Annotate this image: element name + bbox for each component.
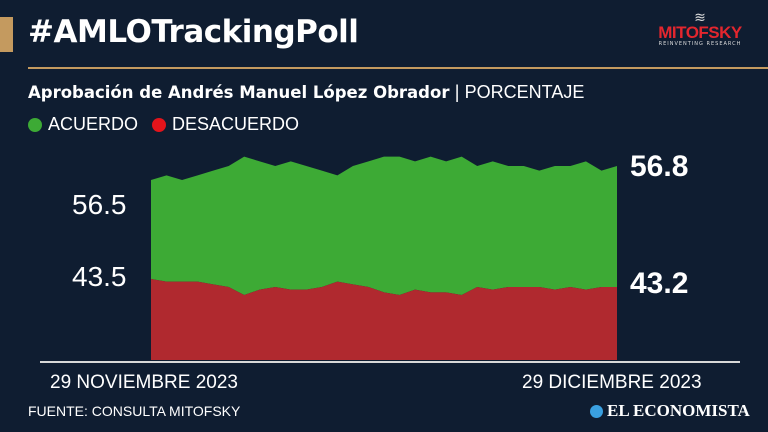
start-label-desacuerdo: 43.5 — [72, 261, 127, 292]
subtitle-unit: PORCENTAJE — [464, 82, 585, 102]
legend-item-acuerdo: ACUERDO — [28, 114, 138, 135]
logo-tagline: REINVENTING RESEARCH — [658, 41, 742, 47]
globe-icon — [590, 404, 603, 418]
x-label-end: 29 DICIEMBRE 2023 — [522, 372, 702, 393]
legend-label-desacuerdo: DESACUERDO — [172, 114, 300, 134]
subtitle-main: Aprobación de Andrés Manuel López Obrado… — [28, 83, 450, 102]
start-label-acuerdo: 56.5 — [72, 189, 127, 220]
area-acuerdo — [151, 156, 617, 296]
red-dot-icon — [152, 117, 167, 132]
green-dot-icon — [28, 117, 42, 132]
page-title: #AMLOTrackingPoll — [28, 14, 359, 50]
area-desacuerdo — [151, 278, 617, 360]
logo-wing-icon: ≋ — [694, 10, 706, 26]
end-label-desacuerdo: 43.2 — [630, 267, 689, 300]
source-note: FUENTE: CONSULTA MITOFSKY — [28, 403, 241, 419]
mitofsky-logo: ≋ MITOFSKY REINVENTING RESEARCH — [650, 10, 750, 52]
legend: ACUERDO DESACUERDO — [28, 114, 299, 135]
accent-bar — [0, 17, 13, 52]
title-divider — [28, 67, 768, 69]
el-economista-logo: EL ECONOMISTA — [590, 401, 750, 421]
legend-label-acuerdo: ACUERDO — [48, 114, 139, 134]
logo-name: MITOFSKY — [658, 23, 742, 42]
publisher-name: EL ECONOMISTA — [607, 401, 750, 420]
end-label-acuerdo: 56.8 — [630, 150, 689, 183]
legend-item-desacuerdo: DESACUERDO — [152, 114, 299, 135]
x-label-start: 29 NOVIEMBRE 2023 — [50, 372, 238, 393]
subtitle-separator: | — [454, 82, 460, 102]
chart-subtitle: Aprobación de Andrés Manuel López Obrado… — [28, 82, 584, 103]
